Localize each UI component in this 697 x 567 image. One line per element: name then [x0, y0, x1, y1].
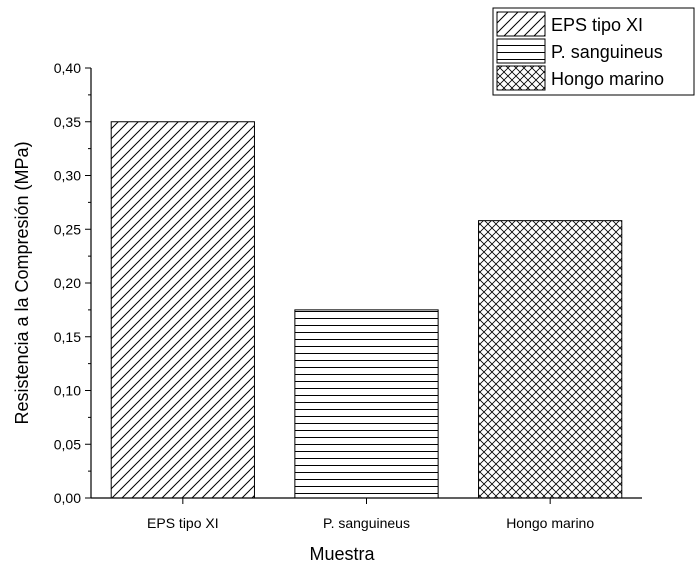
x-tick-label: P. sanguineus: [323, 515, 410, 531]
legend-swatch-hongo-marino: [496, 65, 546, 91]
y-tick-label: 0,05: [54, 436, 81, 452]
legend-swatch-eps-tipo-xi: [496, 11, 546, 37]
legend-swatch-p-sanguineus: [496, 38, 546, 64]
x-tick-label: Hongo marino: [506, 515, 594, 531]
legend: EPS tipo XI P. sanguineus Hongo marino: [492, 7, 695, 96]
bars-group: [110, 121, 623, 499]
y-tick-label: 0,40: [54, 60, 81, 76]
y-tick-label: 0,35: [54, 114, 81, 130]
legend-label-p-sanguineus: P. sanguineus: [551, 42, 663, 62]
x-tick-label: EPS tipo XI: [147, 515, 219, 531]
bar-hongo-marino: [478, 220, 623, 499]
bar-p-sanguineus: [294, 309, 439, 499]
y-tick-label: 0,30: [54, 168, 81, 184]
y-tick-label: 0,25: [54, 221, 81, 237]
y-ticks-group: 0,00 0,05 0,10 0,15 0,20 0,25 0,30 0,35 0,40: [54, 60, 91, 506]
y-tick-label: 0,20: [54, 275, 81, 291]
x-ticks-group: EPS tipo XI P. sanguineus Hongo marino: [147, 498, 594, 531]
y-tick-label: 0,00: [54, 490, 81, 506]
y-tick-label: 0,10: [54, 383, 81, 399]
legend-label-eps-tipo-xi: EPS tipo XI: [551, 15, 643, 35]
x-axis-title: Muestra: [309, 544, 375, 564]
y-tick-label: 0,15: [54, 329, 81, 345]
y-axis-title: Resistencia a la Compresión (MPa): [12, 141, 32, 424]
bar-eps-tipo-xi: [110, 121, 255, 499]
legend-label-hongo-marino: Hongo marino: [551, 69, 664, 89]
